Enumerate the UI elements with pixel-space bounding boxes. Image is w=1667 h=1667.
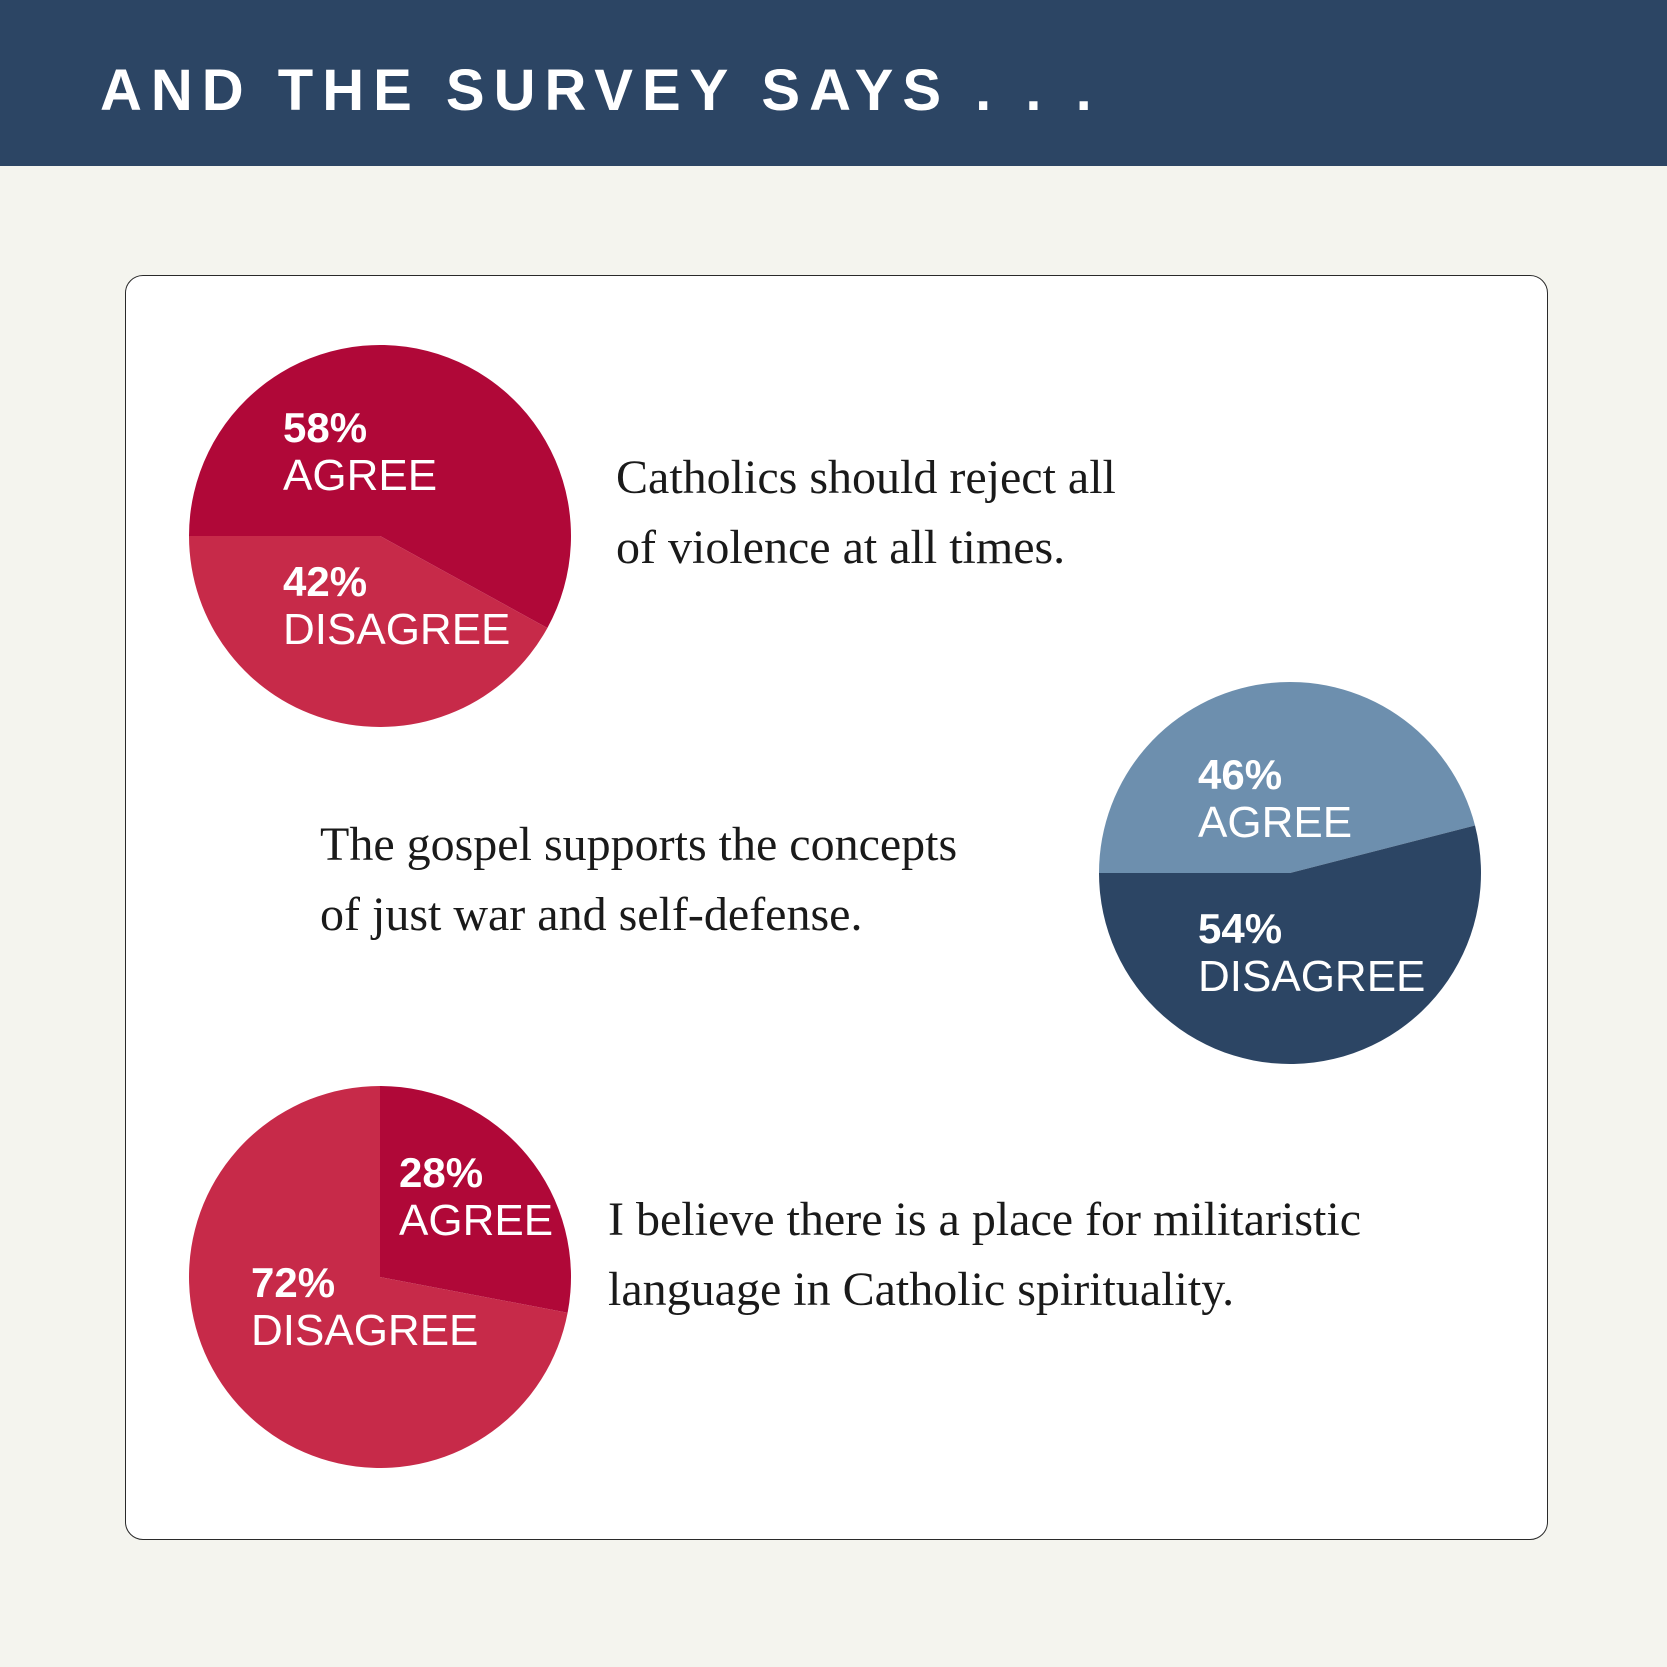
pie-chart-militaristic-language: 28% AGREE 72% DISAGREE [189,1086,572,1468]
pie-slice-disagree [1099,825,1481,1064]
slice-label-agree: 28% AGREE [399,1150,553,1246]
pie-slice-disagree [189,1086,568,1468]
disagree-percent: 72% [251,1259,336,1306]
pie-slice-agree [189,344,571,629]
statement-1-line-2: of violence at all times. [616,521,1066,574]
statement-2: The gospel supports the concepts of just… [320,810,957,950]
statement-3-line-2: language in Catholic spirituality. [608,1263,1235,1316]
page-title: AND THE SURVEY SAYS . . . [100,58,1101,123]
header-bar: AND THE SURVEY SAYS . . . [0,0,1667,166]
statement-2-line-2: of just war and self-defense. [320,888,863,941]
disagree-label: DISAGREE [251,1306,479,1355]
pie-slice-agree [1099,681,1475,873]
statement-2-line-1: The gospel supports the concepts [320,818,958,871]
slice-label-agree: 46% AGREE [1198,752,1352,848]
disagree-percent: 42% [283,558,368,605]
slice-label-disagree: 54% DISAGREE [1198,906,1425,1002]
agree-label: AGREE [283,451,438,500]
statement-1-line-1: Catholics should reject all [616,451,1116,504]
disagree-label: DISAGREE [1198,952,1426,1001]
agree-label: AGREE [399,1196,554,1245]
disagree-percent: 54% [1198,905,1283,952]
disagree-label: DISAGREE [283,605,511,654]
statement-3: I believe there is a place for militaris… [608,1185,1361,1325]
statement-1: Catholics should reject all of violence … [616,443,1116,583]
pie-chart-reject-violence: 58% AGREE 42% DISAGREE [189,344,571,727]
agree-percent: 58% [283,404,368,451]
pie-slice-agree [380,1086,572,1313]
slice-label-disagree: 72% DISAGREE [251,1260,478,1356]
statement-3-line-1: I believe there is a place for militaris… [608,1193,1361,1246]
agree-percent: 28% [399,1149,484,1196]
slice-label-disagree: 42% DISAGREE [283,559,510,655]
agree-label: AGREE [1198,798,1353,847]
slice-label-agree: 58% AGREE [283,405,437,501]
pie-slice-disagree [189,536,548,727]
pie-chart-just-war: 46% AGREE 54% DISAGREE [1099,681,1481,1064]
agree-percent: 46% [1198,751,1283,798]
